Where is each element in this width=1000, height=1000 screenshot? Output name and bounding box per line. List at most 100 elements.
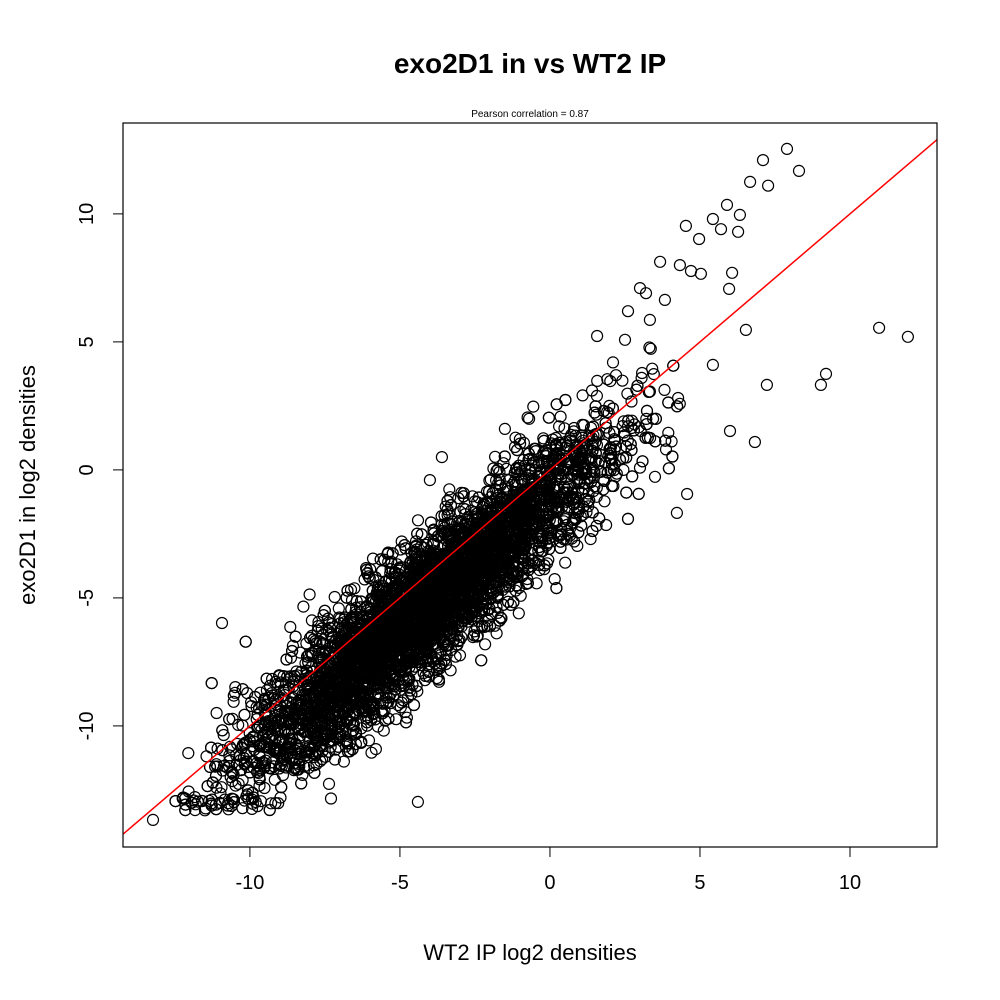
- data-point: [608, 433, 621, 446]
- data-point: [526, 481, 539, 494]
- data-point: [552, 420, 566, 433]
- data-point: [209, 769, 223, 782]
- data-point: [467, 629, 480, 642]
- data-point: [493, 570, 506, 584]
- data-point: [439, 657, 452, 671]
- data-point: [253, 773, 266, 786]
- data-point: [647, 368, 660, 381]
- data-point: [229, 686, 242, 699]
- data-point: [646, 362, 659, 375]
- data-point: [303, 588, 316, 601]
- data-point: [227, 695, 240, 708]
- data-point: [427, 527, 441, 540]
- data-point: [286, 639, 299, 653]
- data-point: [225, 743, 238, 756]
- data-point: [295, 665, 308, 678]
- data-point: [239, 635, 252, 648]
- data-point: [241, 788, 254, 801]
- data-point: [621, 512, 635, 526]
- data-point: [255, 737, 268, 750]
- data-point: [362, 734, 376, 747]
- data-point: [489, 450, 502, 463]
- data-point: [384, 696, 397, 710]
- data-point: [394, 543, 407, 556]
- data-point: [658, 383, 671, 396]
- data-point: [601, 466, 614, 479]
- data-point: [659, 443, 673, 456]
- data-point: [627, 424, 641, 437]
- data-point: [490, 627, 503, 640]
- data-point: [640, 412, 653, 425]
- data-point: [394, 701, 407, 714]
- data-point: [341, 584, 354, 597]
- data-point: [269, 675, 282, 689]
- data-point: [457, 502, 470, 515]
- data-point: [363, 571, 376, 585]
- data-point: [225, 799, 238, 813]
- data-point: [365, 746, 378, 759]
- data-point: [584, 532, 597, 546]
- data-point: [479, 638, 492, 651]
- data-point: [643, 341, 656, 354]
- data-point: [386, 547, 399, 560]
- data-point: [601, 373, 614, 386]
- data-point: [441, 494, 454, 508]
- data-point: [293, 699, 306, 712]
- data-point: [517, 436, 531, 449]
- data-point: [297, 600, 310, 613]
- data-point: [586, 444, 599, 457]
- data-point: [527, 400, 540, 413]
- data-point: [453, 649, 467, 662]
- data-point: [407, 698, 421, 712]
- data-point: [235, 741, 248, 755]
- data-point: [232, 777, 245, 790]
- data-point: [393, 562, 406, 576]
- data-point: [548, 572, 561, 586]
- data-point: [598, 495, 611, 508]
- data-point: [597, 473, 610, 486]
- data-point: [558, 422, 571, 435]
- data-point: [382, 695, 395, 708]
- data-point: [591, 374, 604, 387]
- data-point: [399, 705, 412, 719]
- data-point: [371, 720, 384, 733]
- data-point: [223, 713, 236, 726]
- data-point: [559, 556, 572, 569]
- data-point: [466, 490, 479, 503]
- data-point: [222, 759, 236, 773]
- data-point: [247, 730, 260, 743]
- data-point: [470, 610, 483, 623]
- data-point: [226, 712, 239, 725]
- data-point: [487, 462, 500, 475]
- data-point: [625, 395, 638, 408]
- data-point: [633, 461, 647, 474]
- data-point: [418, 674, 432, 687]
- data-point: [518, 473, 531, 486]
- data-point: [322, 777, 336, 791]
- data-point: [640, 404, 654, 417]
- data-point: [554, 541, 567, 555]
- data-point: [294, 745, 307, 758]
- data-point: [588, 406, 601, 419]
- data-point: [340, 591, 353, 604]
- data-point: [411, 685, 424, 698]
- data-point: [665, 435, 678, 448]
- data-point: [554, 410, 567, 423]
- data-point: [265, 797, 278, 810]
- data-point: [521, 577, 534, 590]
- data-point: [328, 590, 341, 604]
- data-point: [457, 487, 470, 500]
- data-point: [268, 773, 281, 786]
- data-point: [551, 460, 564, 473]
- data-point: [405, 688, 418, 701]
- data-point: [517, 561, 530, 575]
- data-point: [301, 650, 314, 663]
- data-point: [360, 716, 374, 729]
- data-point: [400, 711, 413, 724]
- data-point: [182, 746, 195, 760]
- data-point: [324, 792, 338, 805]
- data-point: [229, 680, 242, 694]
- chart-title: exo2D1 in vs WT2 IP: [394, 48, 666, 79]
- data-point: [216, 724, 229, 737]
